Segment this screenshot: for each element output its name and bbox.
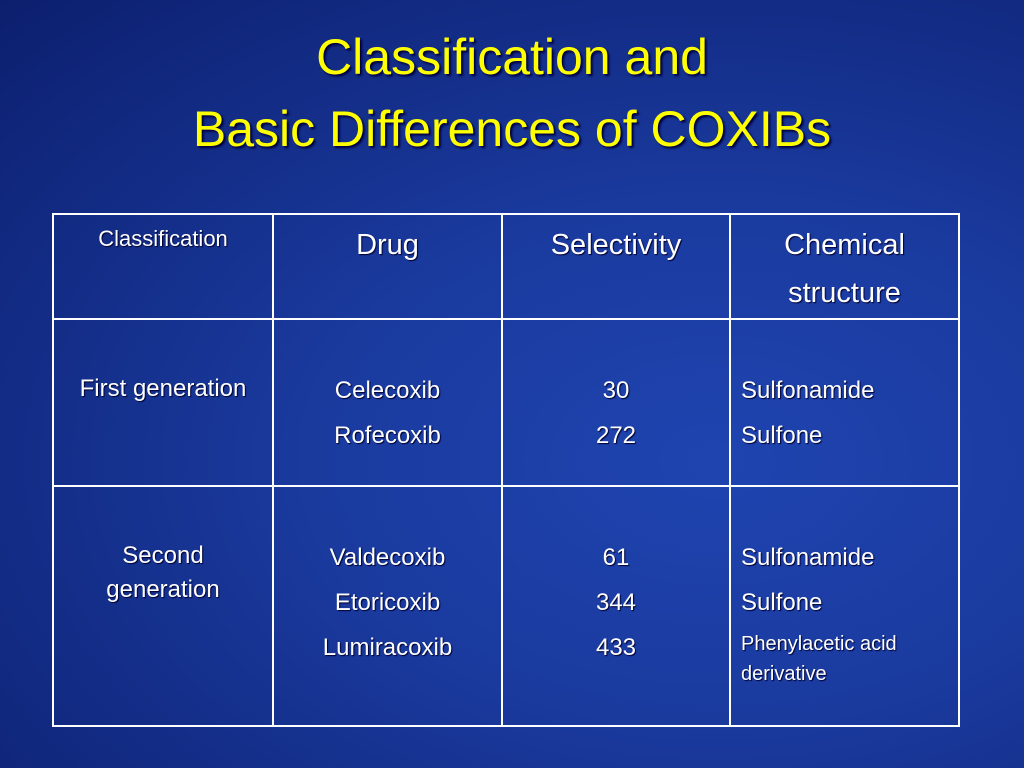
selectivity: 272: [595, 422, 637, 449]
drug: Celecoxib: [334, 377, 441, 404]
cell: Celecoxib Rofecoxib: [272, 318, 503, 487]
selectivity: 61: [602, 544, 630, 571]
header-cell: Chemical structure: [729, 213, 960, 320]
structure: Sulfone: [741, 422, 823, 449]
cell: Sulfonamide Sulfone: [729, 318, 960, 487]
drug: Etoricoxib: [334, 589, 441, 616]
structure: Sulfonamide: [741, 377, 875, 404]
drug: Lumiracoxib: [322, 634, 453, 661]
structure: Sulfonamide: [741, 544, 875, 571]
selectivity: 344: [595, 589, 637, 616]
row: First generation Celecoxib Rofecoxib 30 …: [52, 318, 960, 487]
title-line: Classification and: [316, 29, 708, 85]
cell: First generation: [52, 318, 274, 487]
cell: 61 344 433: [501, 485, 731, 727]
header-cell: Drug: [272, 213, 503, 320]
drug: Rofecoxib: [334, 422, 441, 449]
drug: Valdecoxib: [329, 544, 446, 571]
cell: Sulfonamide Sulfone Phenylacetic acid de…: [729, 485, 960, 727]
cell: Valdecoxib Etoricoxib Lumiracoxib: [272, 485, 503, 727]
table: Classification Drug Selectivity Chemical…: [52, 213, 960, 727]
title-line: Basic Differences of COXIBs: [192, 101, 832, 157]
structure: Phenylacetic acid derivative: [741, 633, 897, 685]
row: Second generation Valdecoxib Etoricoxib …: [52, 485, 960, 727]
selectivity: 433: [595, 634, 637, 661]
cell: 30 272: [501, 318, 731, 487]
classification: Second generation: [106, 542, 220, 603]
cell: Second generation: [52, 485, 274, 727]
selectivity: 30: [602, 377, 630, 404]
classification: First generation: [79, 375, 247, 402]
structure: Sulfone: [741, 589, 823, 616]
header-text: Chemical structure: [784, 229, 905, 309]
header-cell: Selectivity: [501, 213, 731, 320]
header-cell: Classification: [52, 213, 274, 320]
header-row: Classification Drug Selectivity Chemical…: [52, 213, 960, 320]
